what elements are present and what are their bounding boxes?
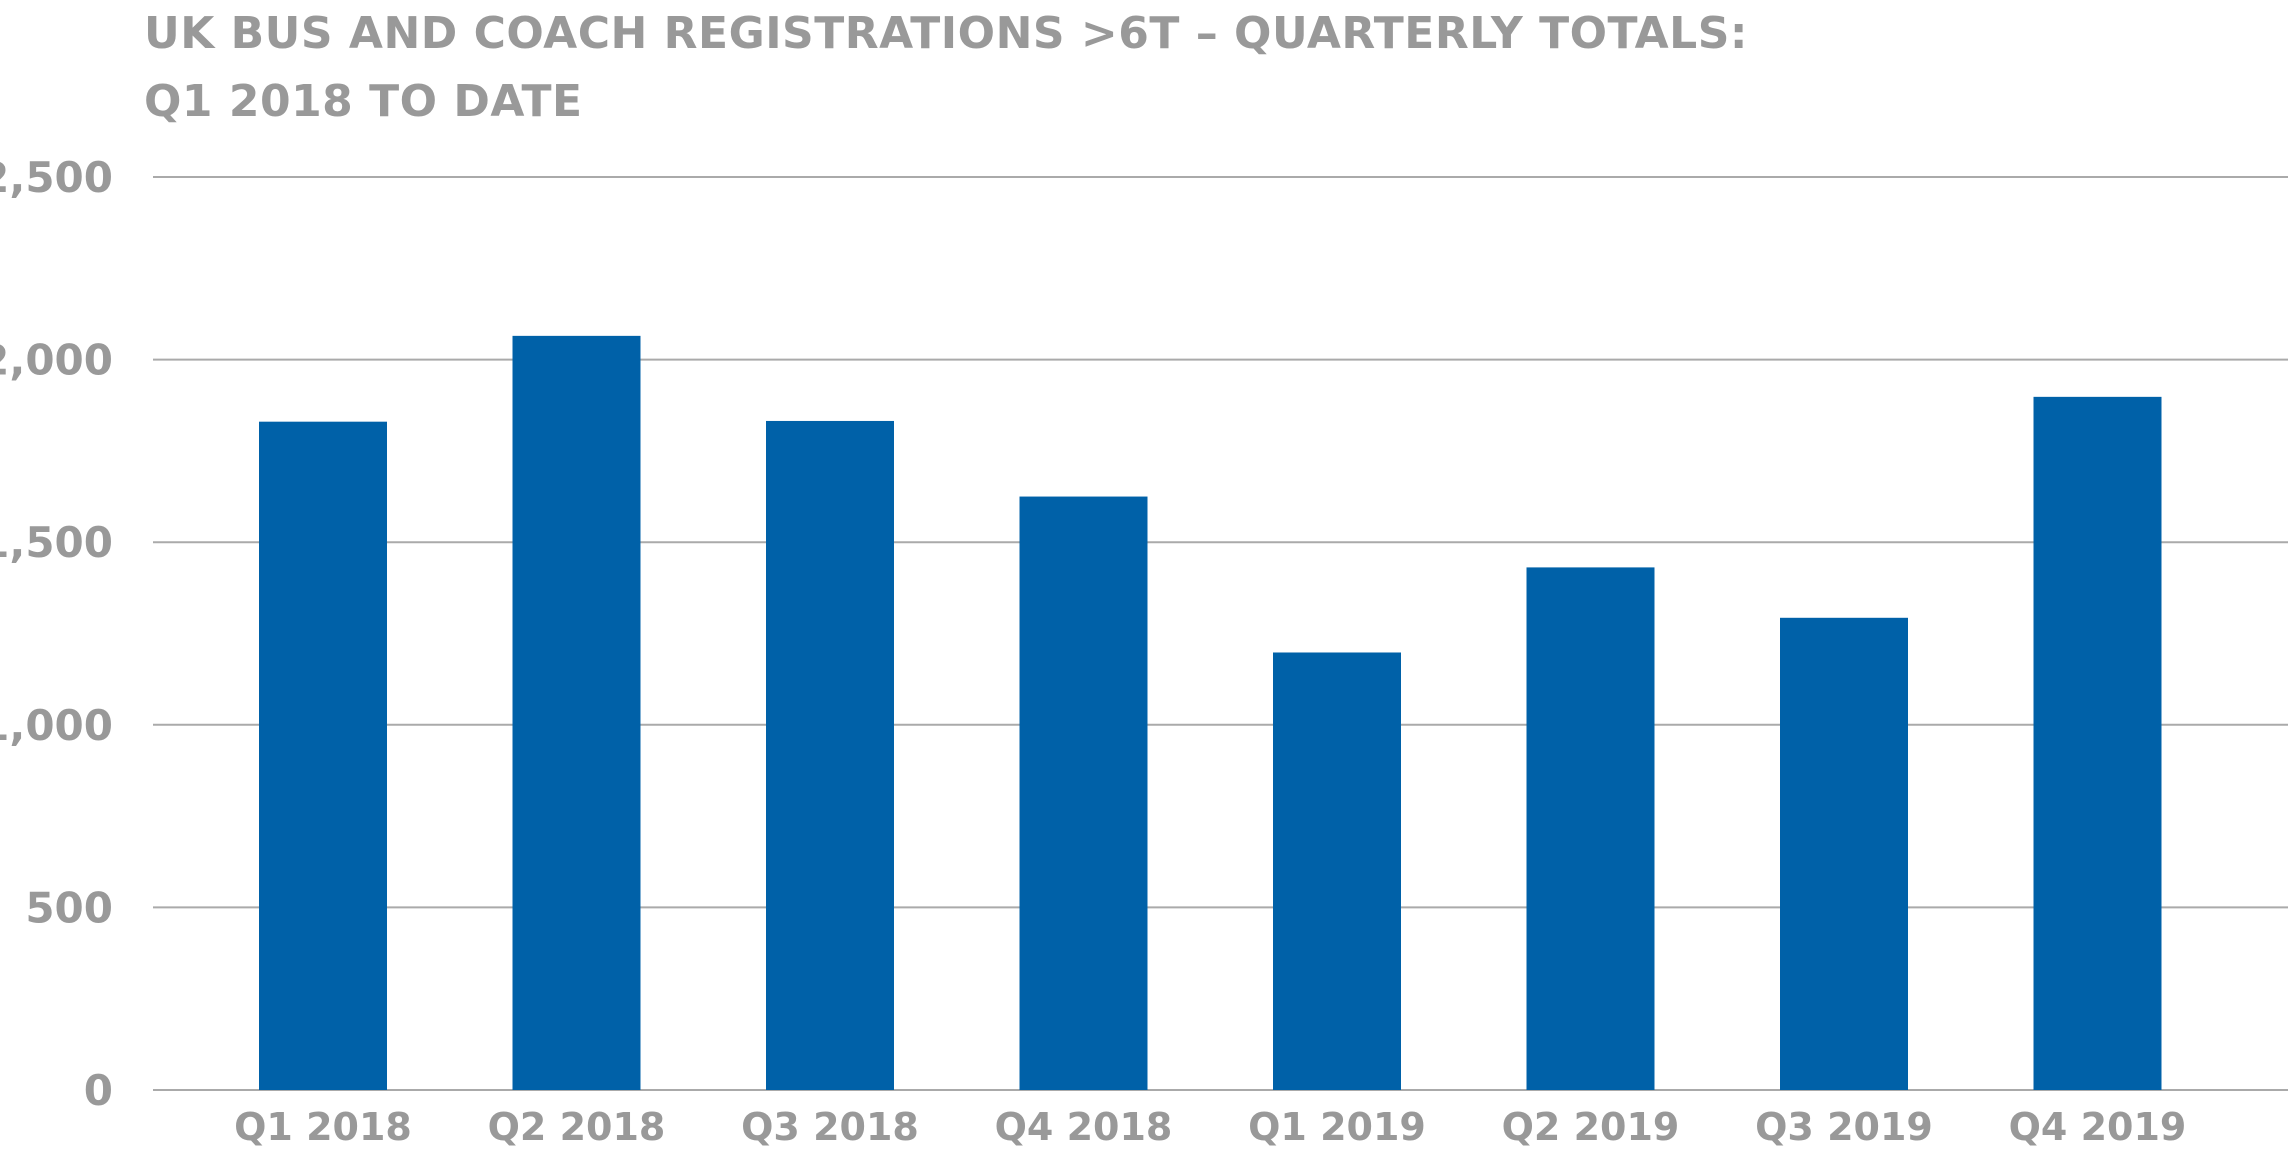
bar	[2033, 396, 2162, 1090]
bar	[1273, 652, 1401, 1090]
x-tick-label: Q2 2019	[1502, 1105, 1680, 1149]
x-tick-label: Q4 2018	[995, 1105, 1173, 1149]
bar	[766, 420, 894, 1090]
y-tick-label: 500	[25, 883, 113, 932]
chart-title: UK BUS AND COACH REGISTRATIONS >6T – QUA…	[144, 0, 1748, 136]
y-tick-label: 2,500	[0, 153, 113, 202]
x-axis: Q1 2018 Q2 2018 Q3 2018 Q4 2018 Q1 2019 Q2 20…	[234, 1105, 2186, 1149]
x-tick-label: Q3 2019	[1755, 1105, 1933, 1149]
chart-title-line-2: Q1 2018 TO DATE	[144, 76, 583, 127]
x-tick-label: Q1 2018	[234, 1105, 412, 1149]
y-tick-label: 1,000	[0, 701, 113, 750]
bar	[1019, 496, 1148, 1090]
grid-lines	[153, 176, 2288, 1091]
y-tick-label: 0	[84, 1066, 113, 1115]
y-tick-label: 1,500	[0, 518, 113, 567]
chart-title-line-1: UK BUS AND COACH REGISTRATIONS >6T – QUA…	[144, 8, 1748, 59]
bar	[259, 421, 387, 1091]
bar	[512, 335, 641, 1090]
y-tick-label: 2,000	[0, 336, 113, 385]
y-axis: 0 500 1,000 1,500 2,000 2,500	[0, 153, 113, 1115]
x-tick-label: Q3 2018	[741, 1105, 919, 1149]
bars	[259, 335, 2162, 1091]
x-tick-label: Q4 2019	[2009, 1105, 2187, 1149]
x-tick-label: Q2 2018	[488, 1105, 666, 1149]
bar	[1526, 567, 1655, 1090]
x-tick-label: Q1 2019	[1248, 1105, 1426, 1149]
bar	[1780, 617, 1908, 1090]
